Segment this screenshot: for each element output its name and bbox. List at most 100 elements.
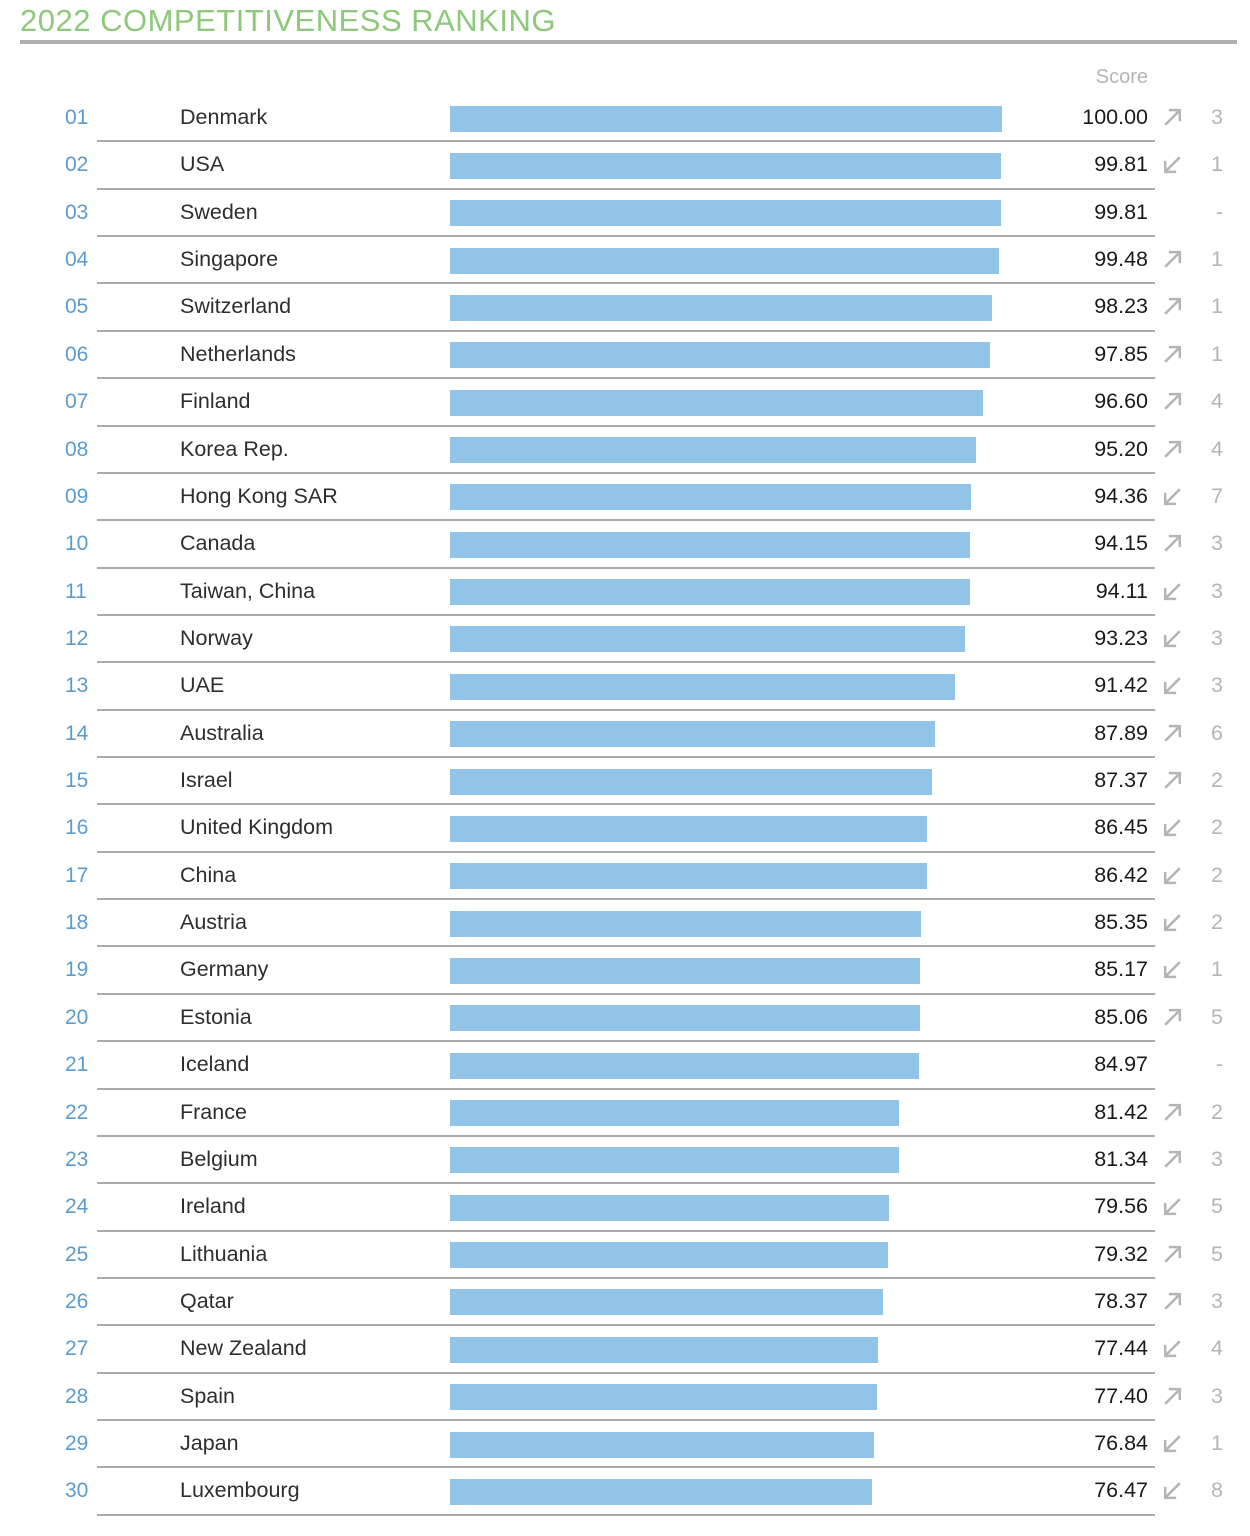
rank-number: 18 [65,911,89,935]
trend-cell [1158,201,1186,225]
rank-change-value: 3 [1211,531,1223,556]
country-name: Ireland [180,1194,246,1219]
row-separator [97,1419,1155,1422]
row-separator [97,803,1155,806]
trend-cell [1158,390,1186,414]
score-bar [450,910,922,937]
row-separator [97,282,1155,285]
country-name: Luxembourg [180,1478,300,1503]
rank-change-value: 3 [1211,1146,1223,1171]
score-value: 76.47 [1094,1478,1148,1503]
rank-number: 04 [65,248,89,272]
rank-number: 26 [65,1289,89,1313]
rank-change-value: 3 [1211,1288,1223,1313]
trend-cell [1158,1053,1186,1077]
rank-change-value: 1 [1211,152,1223,177]
score-bar [450,1384,878,1411]
rank-change-value: 1 [1211,247,1223,272]
trend-cell [1158,1337,1186,1361]
row-separator [97,424,1155,427]
score-bar [450,152,1001,179]
rank-change-value: 3 [1211,673,1223,698]
ranking-row: 15 Israel 87.37 2 [0,758,1250,806]
trend-cell [1158,532,1186,556]
row-separator [97,235,1155,238]
score-bar [450,1147,899,1174]
country-name: USA [180,152,225,177]
score-value: 87.89 [1094,720,1148,745]
score-bar [450,1431,875,1458]
trend-cell [1158,1006,1186,1030]
ranking-row: 07 Finland 96.60 4 [0,379,1250,427]
rank-change-value: 2 [1211,910,1223,935]
ranking-row: 02 USA 99.81 1 [0,142,1250,190]
trend-cell [1158,485,1186,509]
score-bar [450,1336,878,1363]
row-separator [97,187,1155,190]
score-bar [450,484,971,511]
rank-change-value: 3 [1211,105,1223,129]
rank-change-value: 4 [1211,1336,1223,1361]
score-value: 95.20 [1094,436,1148,461]
score-bar [450,1052,919,1079]
row-separator [97,850,1155,853]
arrow-down-left-icon [1163,156,1181,174]
rank-number: 11 [65,579,87,603]
score-value: 98.23 [1094,294,1148,319]
rank-number: 17 [65,863,89,887]
ranking-row: 28 Spain 77.40 3 [0,1374,1250,1422]
score-value: 94.15 [1094,531,1148,556]
rank-number: 07 [65,390,89,414]
arrow-down-left-icon [1163,630,1181,648]
arrow-up-right-icon [1163,535,1181,552]
score-value: 97.85 [1094,341,1148,366]
rank-change-value: 3 [1211,625,1223,650]
score-value: 91.42 [1094,673,1148,698]
row-separator [97,1276,1155,1279]
ranking-row: 27 New Zealand 77.44 4 [0,1326,1250,1374]
score-column-header: Score [1095,66,1148,88]
arrow-down-left-icon [1163,677,1181,695]
row-separator [97,945,1155,948]
arrow-up-right-icon [1163,298,1181,316]
country-name: Finland [180,389,251,414]
row-separator [97,756,1155,759]
score-bar [450,1242,888,1269]
score-value: 93.23 [1094,625,1148,650]
row-separator [97,992,1155,995]
country-name: Australia [180,720,264,745]
country-name: United Kingdom [180,815,333,840]
ranking-row: 12 Norway 93.23 3 [0,616,1250,664]
rank-number: 19 [65,958,89,982]
row-separator [97,377,1155,380]
rank-change-value: 3 [1211,1383,1223,1408]
score-value: 85.06 [1094,1004,1148,1029]
score-bar [450,1100,900,1127]
ranking-row: 13 UAE 91.42 3 [0,663,1250,711]
arrow-up-right-icon [1163,108,1181,126]
row-separator [97,1134,1155,1137]
arrow-down-left-icon [1163,914,1181,932]
rank-change-value: 6 [1211,720,1223,745]
rank-number: 10 [65,532,89,556]
country-name: Singapore [180,247,279,272]
row-separator [97,566,1155,569]
row-separator [97,1513,1155,1516]
rank-number: 28 [65,1384,89,1408]
score-bar [450,437,976,464]
score-value: 96.60 [1094,389,1148,414]
arrow-down-left-icon [1163,582,1181,600]
arrow-up-right-icon [1163,1150,1181,1168]
trend-cell [1158,153,1186,177]
score-value: 86.42 [1094,862,1148,887]
score-bar [450,957,921,984]
score-value: 100.00 [1082,105,1148,129]
country-name: Switzerland [180,294,292,319]
country-name: Lithuania [180,1241,268,1266]
score-bar [450,1194,890,1221]
arrow-down-left-icon [1163,1435,1181,1453]
score-value: 99.48 [1094,247,1148,272]
arrow-down-left-icon [1163,488,1181,505]
ranking-row: 06 Netherlands 97.85 1 [0,332,1250,380]
